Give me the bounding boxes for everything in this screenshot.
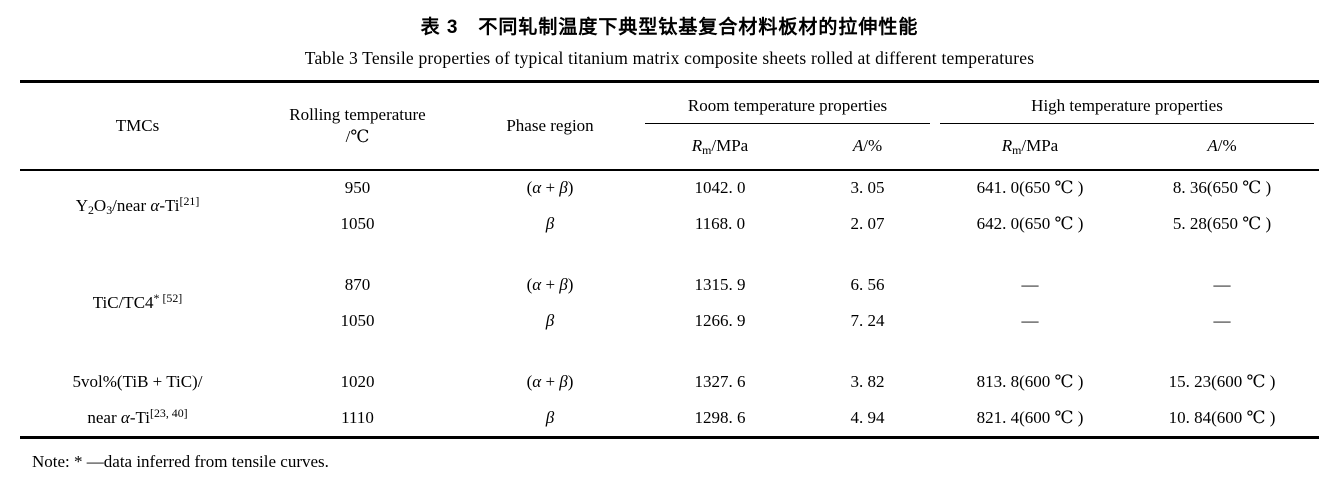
table-row: 1110 β 1298. 6 4. 94 821. 4(600 ℃ ) 10. … <box>20 400 1319 437</box>
cell-rm-high: 813. 8(600 ℃ ) <box>976 371 1084 391</box>
cell-phase-region: (α + β) <box>526 178 574 197</box>
cell-rm-high: 642. 0(650 ℃ ) <box>976 213 1084 233</box>
cell-rm-high: 641. 0(650 ℃ ) <box>976 178 1084 197</box>
col-header-a-room: A/% <box>800 123 935 171</box>
cell-phase-region: (α + β) <box>526 371 574 391</box>
table-title-en: Table 3 Tensile properties of typical ti… <box>304 48 1035 68</box>
col-header-tmcs: TMCs <box>20 81 255 171</box>
cell-a-room: 4. 94 <box>850 407 885 427</box>
cell-rolling-temp: 950 <box>344 178 371 197</box>
cell-a-high: 15. 23(600 ℃ ) <box>1168 371 1276 391</box>
col-header-rm-high: Rm/MPa <box>935 123 1125 171</box>
high-temp-group-label: High temperature properties <box>940 96 1314 124</box>
col-group-high-temperature: High temperature properties <box>935 82 1319 124</box>
tmc-label-line: TiC/TC4* [52] <box>92 290 183 312</box>
cell-rolling-temp: 1050 <box>340 310 375 330</box>
cell-rm-high: — <box>1021 310 1039 330</box>
header-row-subcolumns: Rm/MPa A/% Rm/MPa A/% <box>20 123 1319 171</box>
room-temp-group-label: Room temperature properties <box>645 96 930 124</box>
table-row: 5vol%(TiB + TiC)/ near α-Ti[23, 40] 1020… <box>20 364 1319 427</box>
cell-a-high: — <box>1213 310 1231 330</box>
cell-rm-room: 1315. 9 <box>694 274 746 294</box>
tmc-label-y2o3-near-alpha-ti: Y2O3/near α-Ti[21] <box>20 170 255 242</box>
tmc-label-line1: 5vol%(TiB + TiC)/ <box>72 371 203 391</box>
cell-phase-region: β <box>545 213 555 233</box>
table-note: Note: * —data inferred from tensile curv… <box>32 451 329 471</box>
rolling-temp-line1: Rolling temperature <box>289 104 426 124</box>
cell-phase-region: β <box>545 310 555 330</box>
cell-rolling-temp: 1110 <box>341 407 374 427</box>
cell-a-room: 3. 05 <box>850 178 885 197</box>
cell-rm-high: 821. 4(600 ℃ ) <box>976 407 1084 427</box>
col-group-room-temperature: Room temperature properties <box>640 82 935 124</box>
tensile-properties-table: TMCs Rolling temperature /℃ Phase region… <box>20 80 1319 439</box>
cell-rm-high: — <box>1021 274 1039 294</box>
spacer-cell <box>20 339 1319 364</box>
table-row: 1050 β 1168. 0 2. 07 642. 0(650 ℃ ) 5. 2… <box>20 206 1319 242</box>
header-row-groups: TMCs Rolling temperature /℃ Phase region… <box>20 81 1319 171</box>
tmc-label-5vol-tib-tic: 5vol%(TiB + TiC)/ near α-Ti[23, 40] <box>20 364 255 438</box>
col-header-rm-room: Rm/MPa <box>640 123 800 171</box>
cell-a-high: 5. 28(650 ℃ ) <box>1172 213 1272 233</box>
cell-rolling-temp: 1020 <box>340 371 375 391</box>
group-spacer <box>20 242 1319 267</box>
cell-rm-room: 1266. 9 <box>694 310 746 330</box>
cell-rolling-temp: 1050 <box>340 213 375 233</box>
group-spacer <box>20 339 1319 364</box>
spacer-cell <box>20 242 1319 267</box>
col-header-a-high: A/% <box>1125 123 1319 171</box>
tmc-label-line: Y2O3/near α-Ti[21] <box>75 194 200 217</box>
cell-a-room: 7. 24 <box>850 310 885 330</box>
table-row: Y2O3/near α-Ti[21] 950 (α + β) 1042. 0 3… <box>20 170 1319 216</box>
cell-a-high: 8. 36(650 ℃ ) <box>1172 178 1272 197</box>
cell-phase-region: (α + β) <box>526 274 574 294</box>
cell-a-room: 2. 07 <box>850 213 885 233</box>
cell-a-room: 3. 82 <box>850 371 885 391</box>
tmc-label-tic-tc4: TiC/TC4* [52] <box>20 267 255 339</box>
cell-rm-room: 1327. 6 <box>694 371 746 391</box>
table-row: 1050 β 1266. 9 7. 24 — — <box>20 303 1319 339</box>
col-header-phase-region: Phase region <box>460 81 640 171</box>
table-row: TiC/TC4* [52] 870 (α + β) 1315. 9 6. 56 … <box>20 267 1319 312</box>
col-header-rolling-temperature: Rolling temperature /℃ <box>255 81 460 171</box>
cell-a-high: — <box>1213 274 1231 294</box>
cell-rm-room: 1298. 6 <box>694 407 746 427</box>
tmc-label-line2: near α-Ti[23, 40] <box>87 405 188 427</box>
cell-a-room: 6. 56 <box>850 274 885 294</box>
cell-a-high: 10. 84(600 ℃ ) <box>1168 407 1276 427</box>
cell-rm-room: 1168. 0 <box>694 213 746 233</box>
rolling-temp-line2: /℃ <box>345 126 370 146</box>
cell-rolling-temp: 870 <box>344 274 371 294</box>
cell-phase-region: β <box>545 407 555 427</box>
table-title-zh: 表 3 不同轧制温度下典型钛基复合材料板材的拉伸性能 <box>420 17 919 38</box>
cell-rm-room: 1042. 0 <box>694 178 746 197</box>
